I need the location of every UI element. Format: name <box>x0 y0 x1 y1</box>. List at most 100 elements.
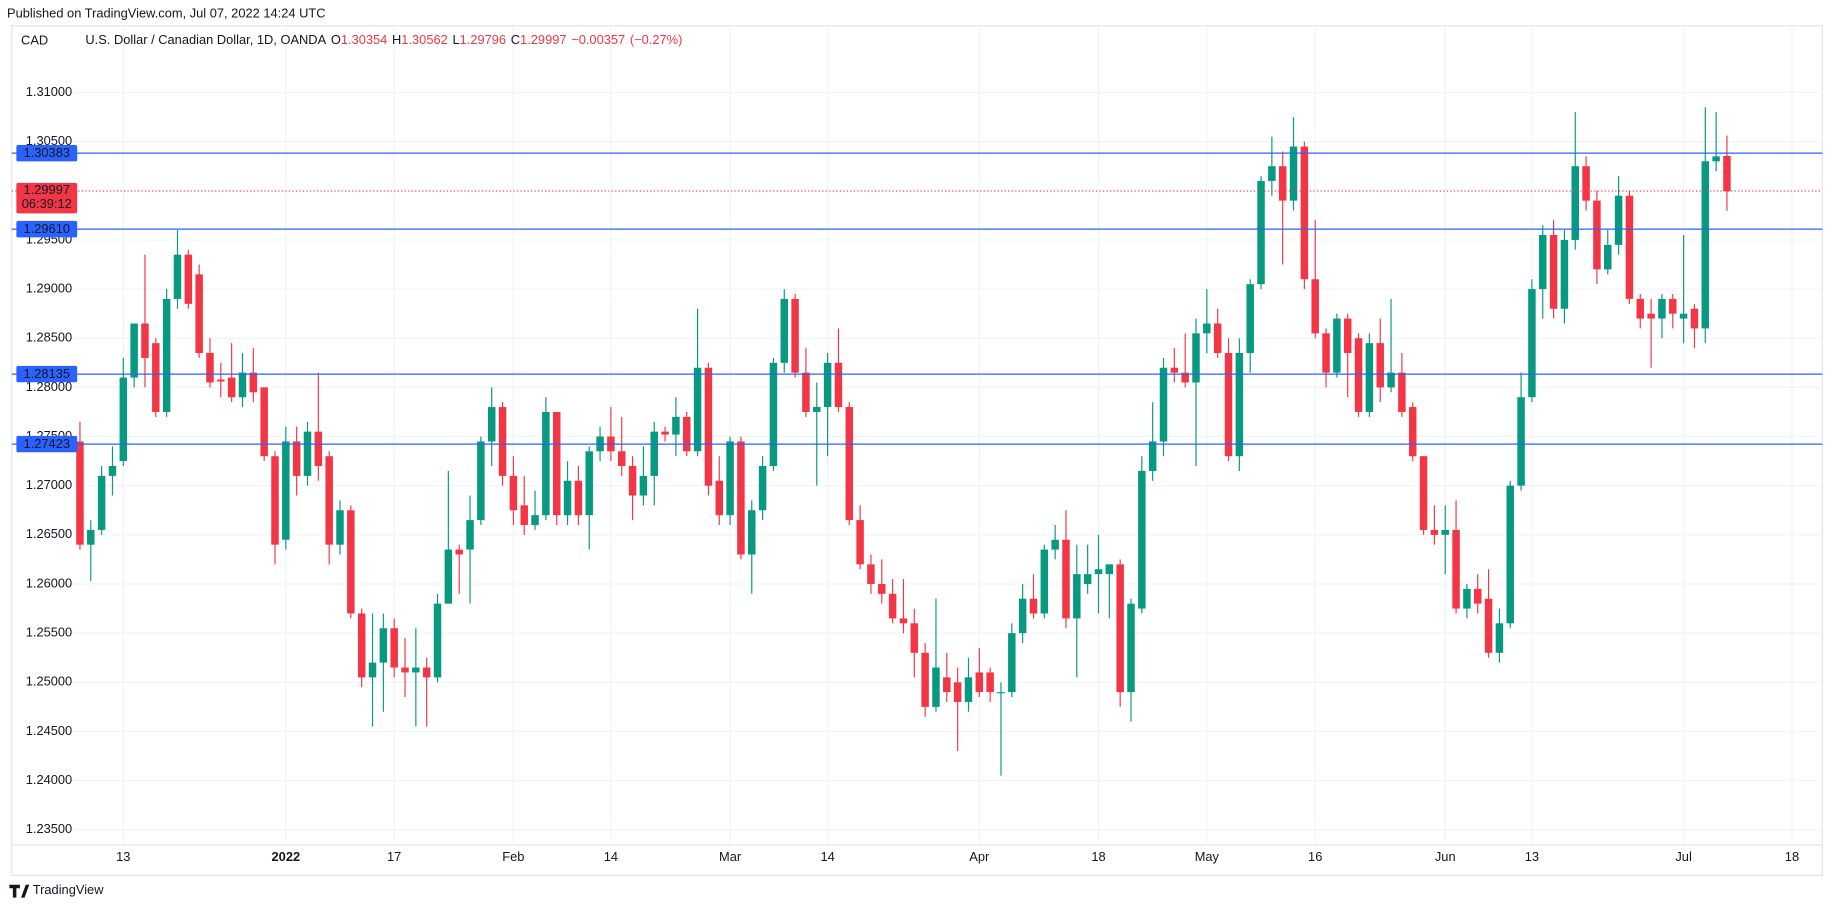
candle-body <box>1473 588 1482 604</box>
candle-body <box>1300 146 1309 280</box>
tradingview-logo: TradingView <box>9 882 104 898</box>
legend: U.S. Dollar / Canadian Dollar, 1D, OANDA… <box>85 32 682 47</box>
candle-body <box>661 431 669 435</box>
candle-body <box>943 677 951 693</box>
candle-body <box>802 372 810 412</box>
candle-body <box>184 254 193 304</box>
candle-body <box>1213 323 1222 353</box>
candle-body <box>780 298 789 363</box>
candle-body <box>1636 298 1645 319</box>
price-badge <box>16 220 78 238</box>
published-header: Published on TradingView.com, Jul 07, 20… <box>7 5 326 20</box>
candle-body <box>683 416 691 452</box>
price-badge <box>16 144 78 162</box>
candle-body <box>639 475 648 496</box>
candle-body <box>520 505 528 526</box>
candle-body <box>1679 313 1688 319</box>
candle-body <box>1224 352 1233 457</box>
candle-body <box>845 407 854 521</box>
candle-body <box>748 510 756 555</box>
x-tick-label: Mar <box>719 849 742 864</box>
legend-prefix: H <box>392 32 401 47</box>
candle-body <box>1528 289 1536 398</box>
legend-prefix: L <box>452 32 459 47</box>
candle-body <box>758 466 767 511</box>
candle-body <box>899 618 908 624</box>
candle-body <box>1376 343 1384 388</box>
candle-body <box>953 682 962 702</box>
candle-body <box>433 603 442 678</box>
candle-body <box>1159 367 1168 442</box>
candle-body <box>1181 372 1189 383</box>
legend-title: U.S. Dollar / Canadian Dollar, 1D, OANDA <box>85 32 326 47</box>
candle-body <box>910 623 919 653</box>
candle-body <box>1669 298 1677 314</box>
candle-body <box>1257 180 1265 285</box>
candle-body <box>552 411 561 516</box>
y-tick-label: 1.28500 <box>26 330 72 345</box>
candle-body <box>1333 318 1341 373</box>
legend-prefix: O <box>331 32 341 47</box>
candle-body <box>401 667 409 673</box>
candle-body <box>1452 529 1460 609</box>
candle-body <box>867 564 875 584</box>
candle-body <box>152 343 160 412</box>
x-tick-label: 18 <box>1785 849 1799 864</box>
candle-body <box>1278 166 1287 201</box>
candle-body <box>206 352 214 383</box>
x-tick-label: 2022 <box>272 849 301 864</box>
candle-body <box>357 613 366 678</box>
candle-body <box>217 379 225 382</box>
candle-body <box>477 441 485 521</box>
candle-body <box>1365 343 1374 412</box>
candle-body <box>1192 333 1200 383</box>
legend-value: 1.30354 <box>341 32 387 47</box>
candle-body <box>1690 308 1699 329</box>
legend-value: 1.29796 <box>460 32 506 47</box>
candle-body <box>715 480 723 516</box>
candle-body <box>455 549 463 555</box>
price-badge <box>16 365 78 383</box>
candle-body <box>617 451 626 467</box>
candle-body <box>130 323 138 378</box>
candle-body <box>97 475 106 530</box>
candle-body <box>1051 539 1059 550</box>
candle-body <box>1625 195 1634 299</box>
y-tick-label: 1.25000 <box>26 674 72 689</box>
candle-body <box>628 466 637 496</box>
candle-body <box>466 520 474 550</box>
price-badge-label: 1.27423 <box>24 436 70 451</box>
candle-body <box>834 362 843 408</box>
last-price-label: 1.29997 <box>24 182 70 197</box>
candle-body <box>1506 485 1514 624</box>
candle-body <box>1170 367 1179 373</box>
candle-body <box>1127 603 1135 693</box>
candle-body <box>173 254 182 299</box>
overlay <box>11 152 1823 445</box>
y-tick-label: 1.31000 <box>26 84 72 99</box>
candle-body <box>563 480 572 516</box>
candle-body <box>585 451 593 516</box>
candle-body <box>964 677 973 702</box>
candle-body <box>531 515 539 526</box>
candle-body <box>1408 407 1417 457</box>
candle-body <box>737 441 745 555</box>
candle-body <box>878 583 886 594</box>
candle-body <box>119 377 128 462</box>
logo-mark <box>9 884 30 898</box>
candle-body <box>1430 529 1439 535</box>
price-badge-label: 1.29610 <box>24 221 70 236</box>
candle-body <box>238 372 247 398</box>
x-tick-label: 13 <box>116 849 130 864</box>
candle-body <box>292 441 301 476</box>
candle-body <box>1311 279 1319 334</box>
candle-body <box>997 692 1005 694</box>
x-tick-label: May <box>1195 849 1220 864</box>
candle-body <box>1517 397 1525 486</box>
candle-body <box>650 431 658 476</box>
candle-body <box>509 475 518 511</box>
candle-body <box>1484 598 1493 653</box>
candle-body <box>1138 470 1146 609</box>
y-tick-label: 1.27000 <box>26 477 72 492</box>
